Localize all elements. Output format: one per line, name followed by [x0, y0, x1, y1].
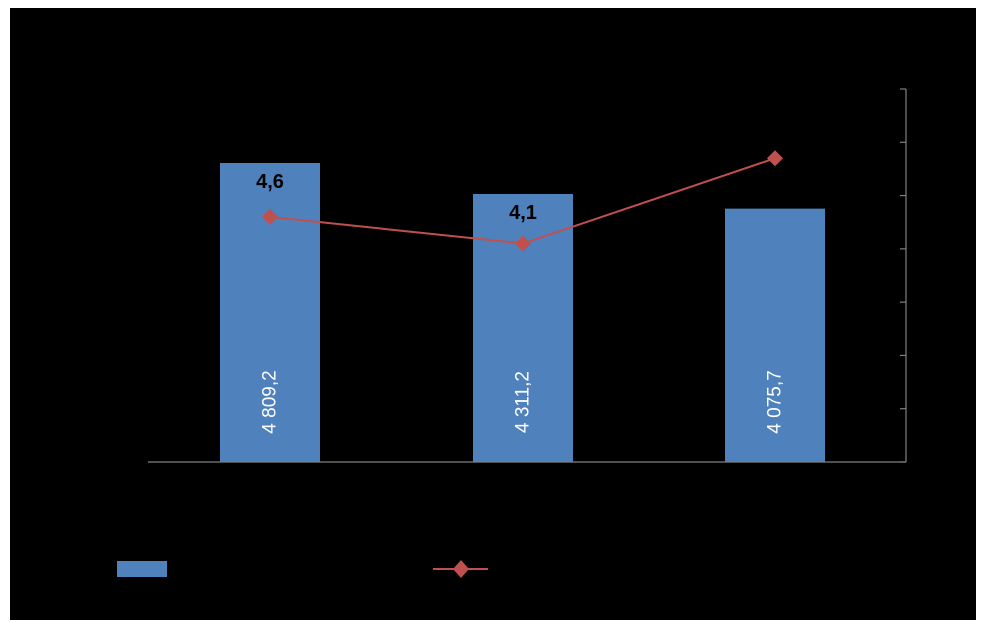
line-value-label-2: 4,1 — [509, 202, 537, 224]
axes-layer — [148, 89, 907, 463]
bar-value-label-2: 4 311,2 — [513, 371, 534, 433]
bars-layer — [220, 163, 825, 462]
line-point-1 — [262, 208, 278, 225]
bar-3 — [725, 208, 825, 462]
line-series-layer — [262, 150, 783, 252]
labels-layer: 4 809,2 4 311,2 4 075,7 4,6 4,1 — [256, 171, 785, 434]
line-value-label-1: 4,6 — [256, 171, 284, 193]
right-axis-ticks — [900, 88, 906, 463]
line-point-3 — [767, 150, 783, 167]
legend-line-marker — [453, 560, 469, 578]
bar-value-label-1: 4 809,2 — [260, 370, 281, 433]
line-point-2 — [515, 235, 531, 252]
legend-bar-swatch — [117, 561, 167, 577]
bar-value-label-3: 4 075,7 — [765, 370, 786, 433]
legend — [117, 560, 488, 578]
